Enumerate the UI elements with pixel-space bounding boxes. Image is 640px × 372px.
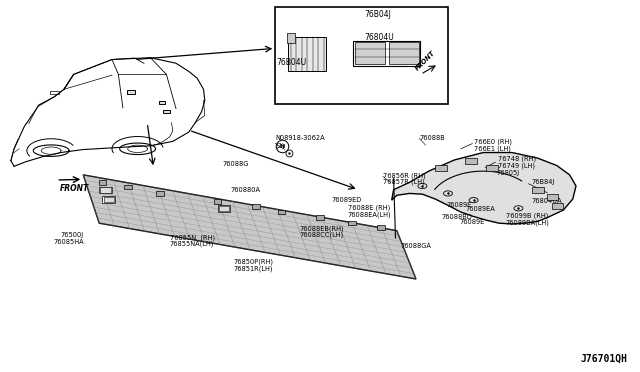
Bar <box>287 33 295 43</box>
Text: 76089EA: 76089EA <box>466 206 495 212</box>
Bar <box>353 41 420 66</box>
Bar <box>159 101 165 104</box>
Bar <box>156 191 164 196</box>
Text: 76805J: 76805J <box>496 170 519 176</box>
Bar <box>163 110 170 113</box>
Text: 76851R(LH): 76851R(LH) <box>234 265 273 272</box>
Text: 76089ED: 76089ED <box>332 197 362 203</box>
Text: 760880A: 760880A <box>230 187 260 193</box>
Text: 76500J: 76500J <box>61 232 84 238</box>
Bar <box>99 180 106 185</box>
Text: 76748 (RH): 76748 (RH) <box>498 156 536 163</box>
Text: 76099B (RH): 76099B (RH) <box>506 212 548 219</box>
Bar <box>124 185 132 189</box>
Text: 76088BD: 76088BD <box>442 214 472 219</box>
Bar <box>275 7 448 104</box>
Bar <box>316 215 324 220</box>
Bar <box>50 91 59 94</box>
Bar <box>219 206 229 211</box>
Text: 76804UA: 76804UA <box>531 198 562 204</box>
Text: 76088B: 76088B <box>419 135 445 141</box>
Bar <box>465 158 477 164</box>
Bar <box>218 205 230 212</box>
Polygon shape <box>392 153 576 224</box>
Text: 76B04J: 76B04J <box>365 10 392 19</box>
Text: 76749 (LH): 76749 (LH) <box>498 162 535 169</box>
Bar <box>435 165 447 171</box>
Text: J76701QH: J76701QH <box>580 354 627 364</box>
Text: 76856R (RH): 76856R (RH) <box>383 172 426 179</box>
Text: 76089E: 76089E <box>447 202 472 208</box>
Text: 76088GA: 76088GA <box>401 243 431 249</box>
Text: 76088E (RH): 76088E (RH) <box>348 204 390 211</box>
Text: 766E0 (RH): 766E0 (RH) <box>474 139 511 145</box>
Text: 76089BA(LH): 76089BA(LH) <box>506 219 550 226</box>
Text: 76855N  (RH): 76855N (RH) <box>170 234 215 241</box>
Bar <box>127 90 135 94</box>
Text: 76B04U: 76B04U <box>276 58 307 67</box>
Text: 76088CC(LH): 76088CC(LH) <box>300 232 344 238</box>
Text: 76B84J: 76B84J <box>531 179 555 185</box>
Bar <box>100 187 111 193</box>
Text: 76804U: 76804U <box>365 33 394 42</box>
Bar <box>377 225 385 230</box>
Bar <box>547 194 558 200</box>
Text: N08918-3062A
(2): N08918-3062A (2) <box>275 135 325 149</box>
Text: N: N <box>279 144 284 149</box>
Text: 766E1 (LH): 766E1 (LH) <box>474 145 511 152</box>
Bar <box>486 165 498 171</box>
Text: 76085HA: 76085HA <box>53 239 84 245</box>
Bar <box>348 221 356 225</box>
Polygon shape <box>83 175 416 279</box>
Text: 76089E: 76089E <box>460 219 484 225</box>
Bar <box>99 187 112 193</box>
Bar <box>104 197 114 202</box>
Text: 76088G: 76088G <box>223 161 249 167</box>
Bar <box>389 42 419 64</box>
Bar <box>252 204 260 209</box>
Bar <box>355 42 385 64</box>
Text: 76850P(RH): 76850P(RH) <box>234 259 274 265</box>
Text: FRONT: FRONT <box>415 49 437 71</box>
Text: FRONT: FRONT <box>60 184 89 193</box>
Text: 76855NA(LH): 76855NA(LH) <box>170 241 214 247</box>
Bar <box>278 210 285 214</box>
Text: 76088EA(LH): 76088EA(LH) <box>348 211 391 218</box>
Bar <box>102 196 115 203</box>
Text: 76857R (LH): 76857R (LH) <box>383 178 424 185</box>
Bar <box>214 199 221 204</box>
Text: 76088EB(RH): 76088EB(RH) <box>300 225 344 232</box>
Bar <box>288 37 326 71</box>
Bar <box>552 203 563 209</box>
Bar <box>532 187 544 193</box>
